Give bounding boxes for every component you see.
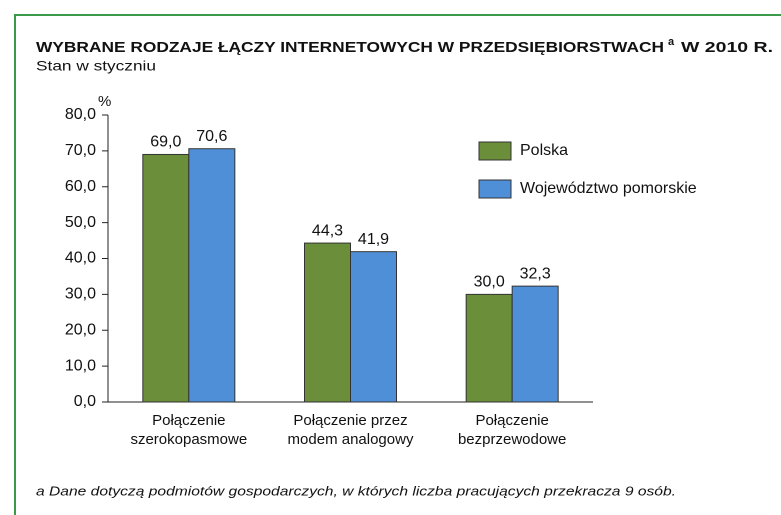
data-label: 30,0 (474, 274, 505, 291)
subtitle: Stan w styczniu (36, 58, 156, 74)
y-tick-label: 80,0 (65, 106, 96, 123)
data-label: 69,0 (150, 134, 181, 151)
footnote: a Dane dotyczą podmiotów gospodarczych, … (36, 483, 676, 498)
title-suffix: W 2010 R. (681, 39, 773, 56)
frame (14, 14, 781, 515)
x-tick-label: Połączenie bezprzewodowe (457, 412, 567, 448)
legend-label: Polska (520, 142, 568, 159)
data-label: 70,6 (196, 128, 227, 145)
bar (188, 148, 236, 403)
bar (511, 285, 559, 403)
legend-label: Województwo pomorskie (520, 180, 697, 197)
bar (350, 251, 397, 403)
bar (465, 293, 513, 403)
y-tick-label: 0,0 (74, 393, 96, 410)
y-tick-label: 10,0 (65, 357, 96, 374)
y-tick-label: 40,0 (65, 250, 96, 267)
chart-title: WYBRANE RODZAJE ŁĄCZY INTERNETOWYCH W PR… (36, 39, 664, 56)
y-tick-label: 30,0 (65, 286, 96, 303)
x-tick-label: Połączenie przez modem analogowy (287, 412, 414, 448)
x-tick-label: Połączenie szerokopasmowe (130, 412, 248, 448)
y-tick-label: 60,0 (65, 178, 96, 195)
title-marker: a (668, 36, 675, 48)
data-label: 44,3 (312, 222, 343, 239)
legend-swatch (478, 141, 512, 161)
y-tick-label: 50,0 (65, 214, 96, 231)
data-label: 41,9 (358, 231, 389, 248)
y-tick-label: 70,0 (65, 142, 96, 159)
y-tick-label: 20,0 (65, 321, 96, 338)
bar (304, 242, 351, 403)
data-label: 32,3 (520, 265, 551, 282)
legend-swatch (478, 179, 512, 199)
y-axis-label: % (98, 93, 111, 110)
bar (142, 153, 190, 403)
